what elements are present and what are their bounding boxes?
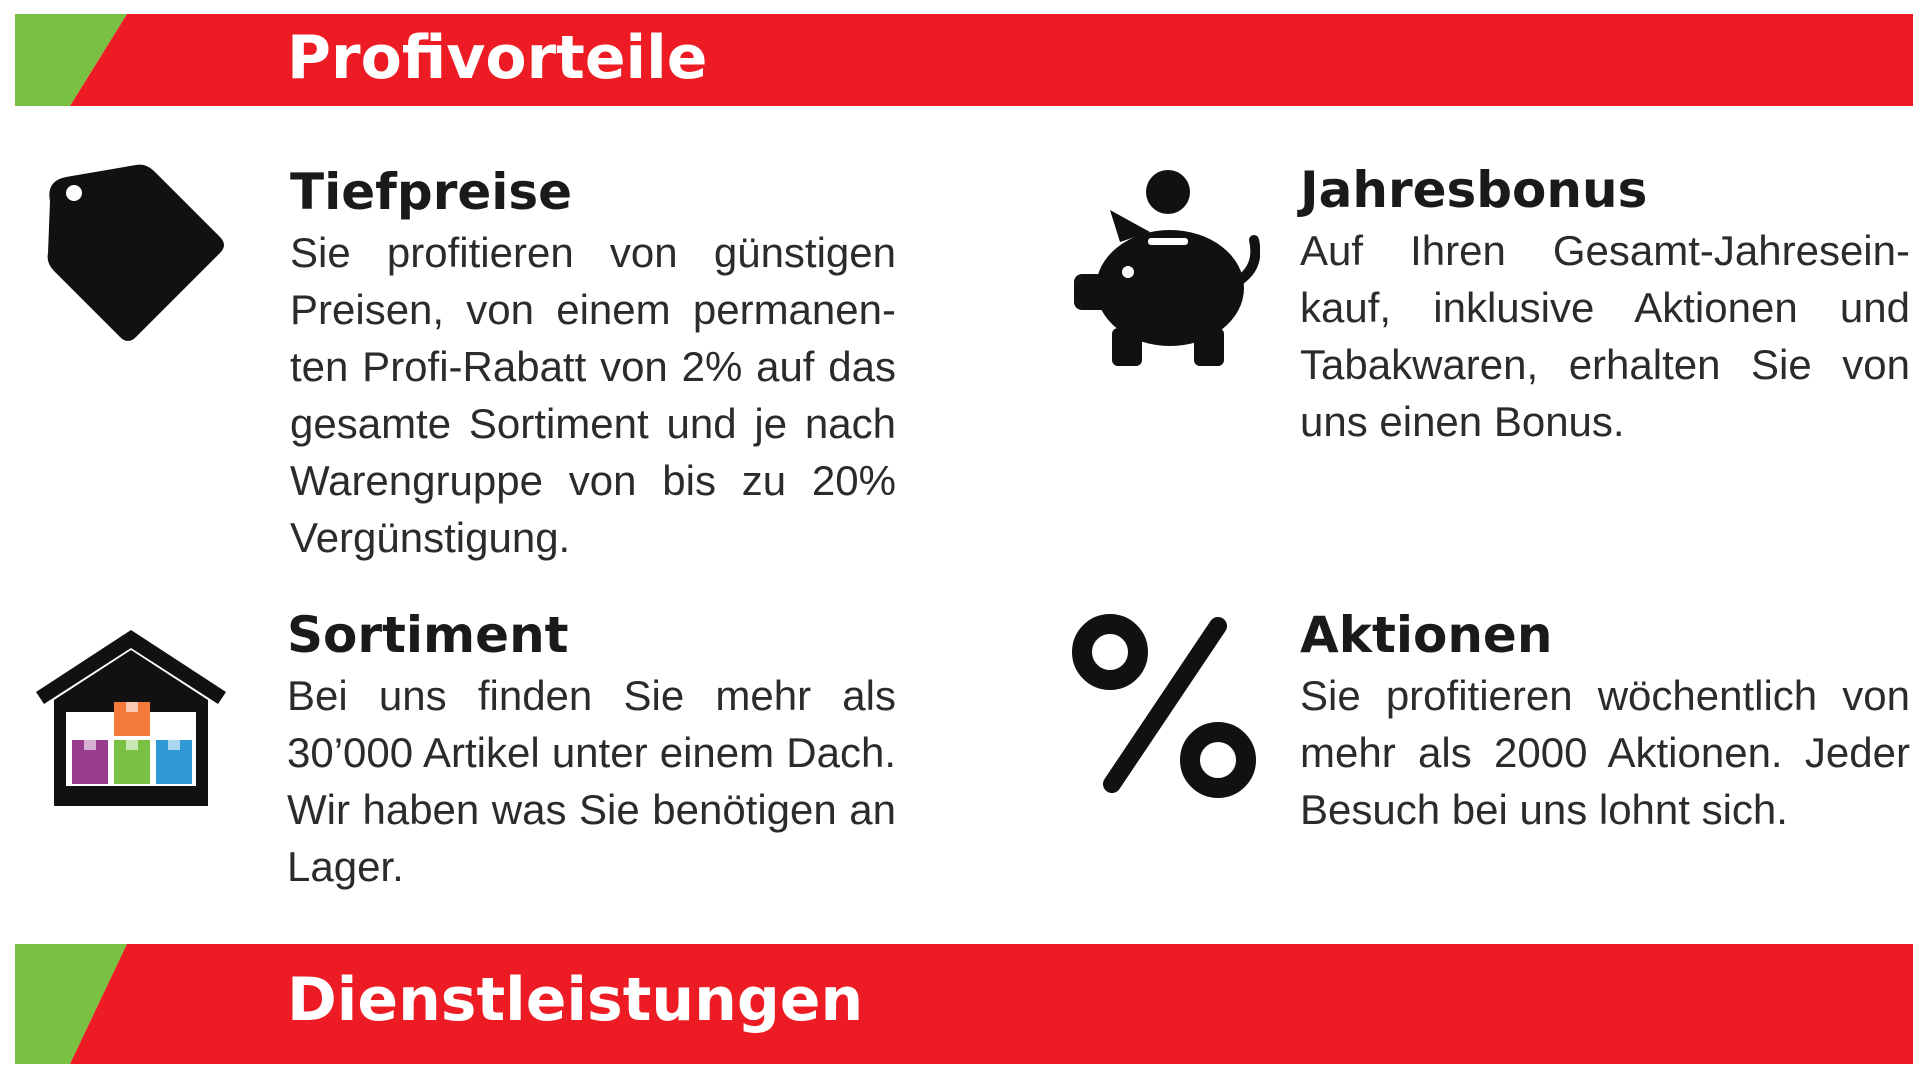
feature-title: Tiefpreise (290, 163, 573, 221)
section-title: Dienstleistungen (287, 965, 864, 1035)
feature-title: Jahresbonus (1300, 161, 1648, 219)
banner-green-accent (15, 14, 127, 106)
percent-icon (1072, 614, 1256, 798)
banner-red-bar (70, 944, 1913, 1064)
feature-title: Aktionen (1300, 606, 1553, 664)
banner-red-bar (70, 14, 1913, 106)
feature-title: Sortiment (287, 606, 569, 664)
section-title: Profivorteile (287, 23, 708, 93)
feature-description: Bei uns finden Sie mehr als 30’000 Artik… (287, 672, 896, 890)
feature-description: Auf Ihren Gesamt-Jahresein­kauf, inklusi… (1300, 227, 1910, 445)
price-tag-icon (47, 164, 224, 341)
piggy-bank-icon (1074, 170, 1260, 366)
banner-background (15, 14, 1913, 106)
feature-description: Sie profitieren wöchentlich von mehr als… (1300, 672, 1910, 833)
feature-description: Sie profitieren von günstigen Preisen, v… (290, 229, 896, 561)
banner-green-accent (15, 944, 127, 1064)
warehouse-icon (36, 630, 226, 806)
section-banner-dienstleistungen: Dienstleistungen (15, 944, 1913, 1064)
section-banner-profivorteile: Profivorteile (15, 14, 1913, 106)
banner-background (15, 944, 1913, 1064)
